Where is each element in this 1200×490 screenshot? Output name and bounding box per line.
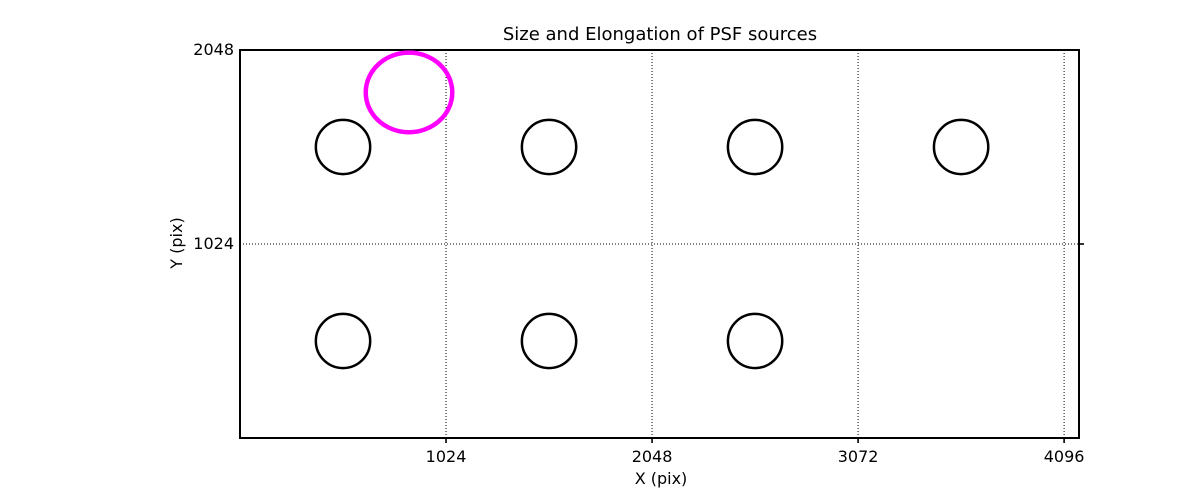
chart-title: Size and Elongation of PSF sources	[503, 24, 817, 45]
x-tick-label: 1024	[426, 447, 467, 466]
psf-ellipses	[314, 50, 990, 370]
psf-source-ellipse	[314, 312, 372, 370]
gridlines	[240, 50, 1079, 438]
psf-source-ellipse	[314, 118, 372, 176]
psf-source-ellipse	[520, 312, 578, 370]
psf-source-ellipse	[726, 312, 784, 370]
x-axis-label: X (pix)	[635, 469, 688, 488]
tick-marks	[445, 243, 1084, 443]
tick-labels: 1024 2048 3072 4096 1024 2048	[193, 40, 1084, 466]
psf-source-ellipse	[520, 118, 578, 176]
y-tick-label: 1024	[193, 234, 234, 253]
plot-frame	[239, 49, 1080, 439]
y-tick-label: 2048	[193, 40, 234, 59]
highlighted-psf-ellipse	[363, 50, 455, 135]
y-axis-label: Y (pix)	[167, 217, 186, 269]
x-tick-label: 2048	[632, 447, 673, 466]
psf-source-ellipse	[726, 118, 784, 176]
x-tick-label: 4096	[1044, 447, 1085, 466]
psf-source-ellipse	[932, 118, 990, 176]
x-tick-label: 3072	[838, 447, 879, 466]
